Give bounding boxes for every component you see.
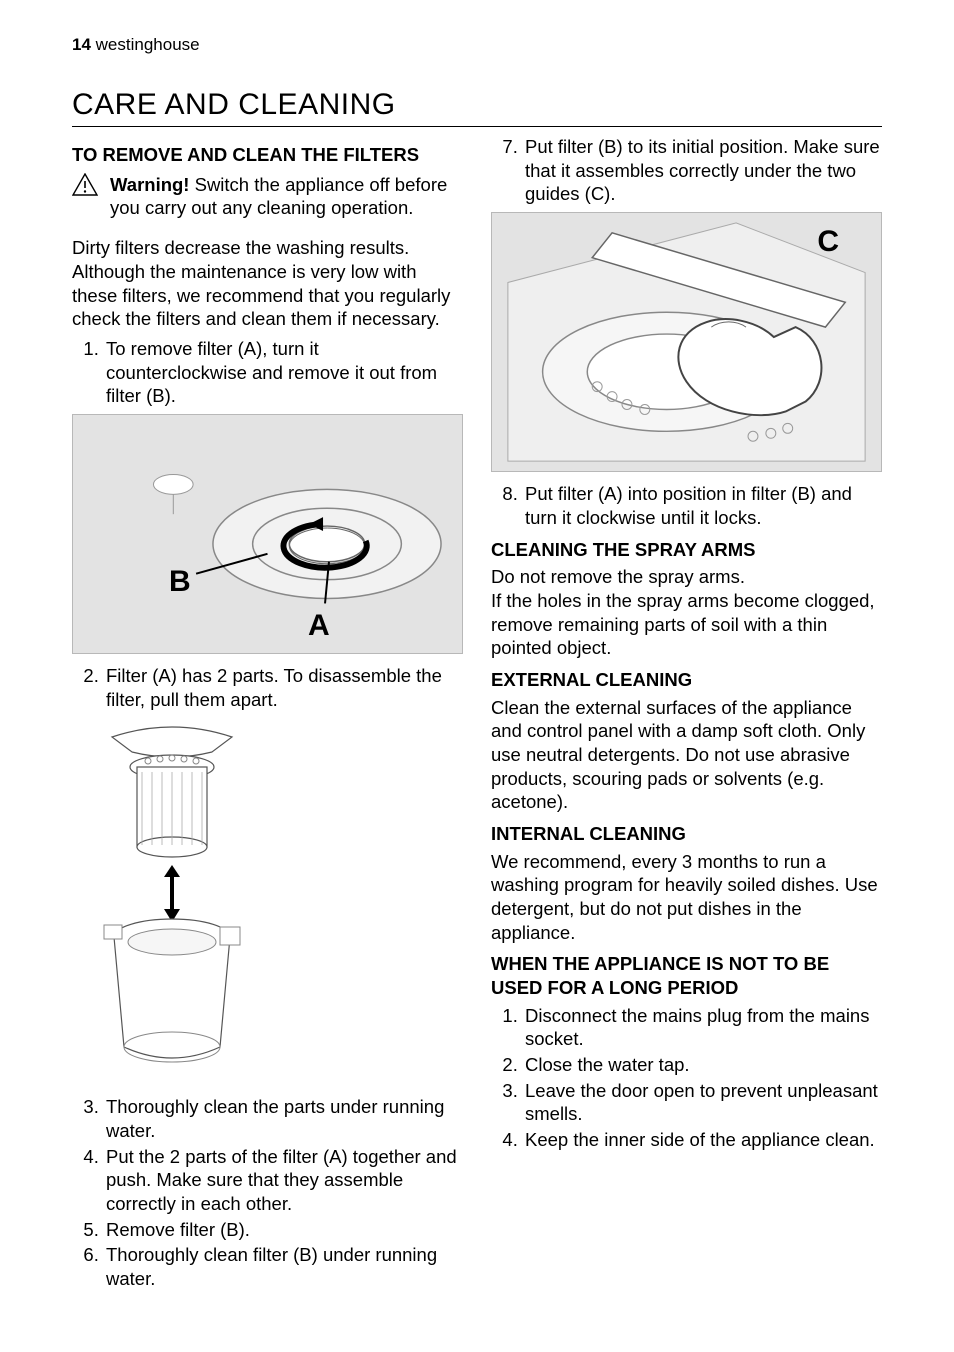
brand-name: westinghouse [96, 35, 200, 54]
spray-arms-p2: If the holes in the spray arms become cl… [491, 589, 882, 660]
not-used-4: Keep the inner side of the appliance cle… [523, 1128, 882, 1152]
filter-step-4: Put the 2 parts of the filter (A) togeth… [104, 1145, 463, 1216]
page-title: CARE AND CLEANING [72, 86, 882, 127]
filter-steps-list-7: Put filter (B) to its initial position. … [491, 135, 882, 206]
filter-step-5: Remove filter (B). [104, 1218, 463, 1242]
filter-step-1: To remove filter (A), turn it counterclo… [104, 337, 463, 408]
filter-steps-list-3: Thoroughly clean the parts under running… [72, 1095, 463, 1290]
warning-text: Warning! Switch the appliance off before… [110, 173, 463, 220]
page-number: 14 [72, 35, 91, 54]
not-used-1: Disconnect the mains plug from the mains… [523, 1004, 882, 1051]
filters-intro: Dirty filters decrease the washing resul… [72, 236, 463, 331]
section-remove-filters-heading: TO REMOVE AND CLEAN THE FILTERS [72, 143, 463, 167]
figure-filter-exploded [82, 717, 262, 1085]
filter-step-3: Thoroughly clean the parts under running… [104, 1095, 463, 1142]
filter-step-6: Thoroughly clean filter (B) under runnin… [104, 1243, 463, 1290]
page-header: 14 westinghouse [72, 34, 882, 56]
warning-block: Warning! Switch the appliance off before… [72, 173, 463, 226]
internal-p1: We recommend, every 3 months to run a wa… [491, 850, 882, 945]
filter-step-7: Put filter (B) to its initial position. … [523, 135, 882, 206]
filter-steps-list-1: To remove filter (A), turn it counterclo… [72, 337, 463, 408]
figure-label-c: C [817, 223, 839, 261]
not-used-list: Disconnect the mains plug from the mains… [491, 1004, 882, 1152]
not-used-3: Leave the door open to prevent unpleasan… [523, 1079, 882, 1126]
figure-label-a: A [308, 607, 330, 645]
figure-label-b: B [169, 563, 191, 601]
not-used-2: Close the water tap. [523, 1053, 882, 1077]
external-p1: Clean the external surfaces of the appli… [491, 696, 882, 814]
section-external-heading: EXTERNAL CLEANING [491, 668, 882, 692]
spray-arms-p1: Do not remove the spray arms. [491, 565, 882, 589]
filter-step-2: Filter (A) has 2 parts. To disassemble t… [104, 664, 463, 711]
figure-filter-c: C [491, 212, 882, 472]
section-not-used-heading: WHEN THE APPLIANCE IS NOT TO BE USED FOR… [491, 952, 882, 999]
filter-steps-list-8: Put filter (A) into position in filter (… [491, 482, 882, 529]
figure-filter-ab: B A [72, 414, 463, 654]
filter-step-8: Put filter (A) into position in filter (… [523, 482, 882, 529]
section-spray-arms-heading: CLEANING THE SPRAY ARMS [491, 538, 882, 562]
filter-steps-list-2: Filter (A) has 2 parts. To disassemble t… [72, 664, 463, 711]
warning-icon [72, 173, 98, 197]
section-internal-heading: INTERNAL CLEANING [491, 822, 882, 846]
